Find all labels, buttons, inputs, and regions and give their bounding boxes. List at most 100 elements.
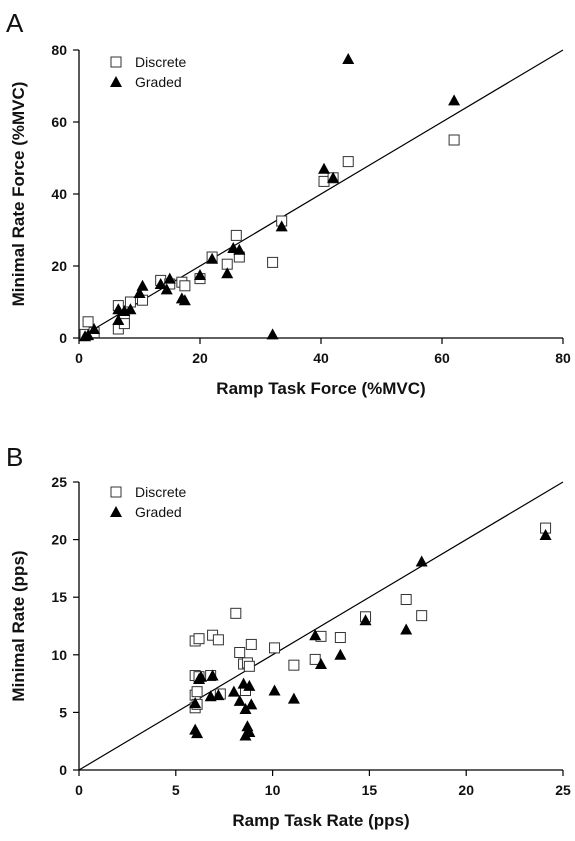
data-point-discrete <box>234 646 246 658</box>
data-point-discrete <box>193 633 205 645</box>
y-tick-label: 5 <box>59 704 67 720</box>
data-point-graded <box>136 279 149 291</box>
x-tick-label: 40 <box>313 350 329 366</box>
data-point-graded <box>112 314 125 325</box>
data-point-discrete <box>318 175 330 187</box>
data-point-graded <box>309 629 322 641</box>
data-point-graded <box>239 702 252 714</box>
data-point-discrete <box>191 686 203 698</box>
x-axis-title: Ramp Task Force (%MVC) <box>216 379 425 398</box>
y-tick-label: 15 <box>51 589 67 605</box>
data-point-discrete <box>230 229 242 241</box>
y-tick-label: 20 <box>51 532 67 548</box>
legend-label-graded: Graded <box>135 74 182 90</box>
legend-label-discrete: Discrete <box>135 54 187 70</box>
data-point-graded <box>178 294 191 306</box>
data-point-graded <box>124 303 137 315</box>
data-point-graded <box>221 267 234 279</box>
legend: Discrete Graded <box>110 54 187 90</box>
data-point-discrete <box>448 134 460 146</box>
data-point-graded <box>212 689 225 701</box>
data-point-graded <box>191 727 204 739</box>
data-point-graded <box>448 94 461 106</box>
data-point-discrete <box>267 256 279 268</box>
data-point-graded <box>194 269 206 280</box>
x-axis-title: Ramp Task Rate (pps) <box>232 811 409 830</box>
data-point-discrete <box>416 610 428 622</box>
y-tick-label: 25 <box>51 474 67 490</box>
data-point-graded <box>163 272 176 284</box>
data-point-graded <box>233 243 246 255</box>
data-point-graded <box>287 692 300 704</box>
data-point-discrete <box>288 659 300 671</box>
data-point-discrete <box>400 594 412 606</box>
y-tick-label: 60 <box>51 114 67 130</box>
panel-b: B 0 5 10 15 20 25 0 5 10 15 20 25 Ramp Task Rate (pps… <box>6 442 571 830</box>
series-discrete <box>79 134 460 340</box>
series-graded <box>189 528 552 741</box>
data-point-graded <box>133 287 146 298</box>
y-tick-label: 80 <box>51 42 67 58</box>
legend: Discrete Graded <box>110 484 187 520</box>
data-point-graded <box>359 614 372 626</box>
x-tick-label: 20 <box>192 350 208 366</box>
data-point-graded <box>243 725 256 737</box>
legend-marker-discrete <box>110 486 122 498</box>
data-point-discrete <box>212 634 224 646</box>
data-point-discrete <box>309 653 321 665</box>
data-point-discrete <box>269 642 281 654</box>
y-tick-label: 40 <box>51 186 67 202</box>
data-point-graded <box>154 278 167 289</box>
data-point-graded <box>233 694 246 706</box>
x-tick-label: 10 <box>265 782 281 798</box>
data-point-graded <box>206 669 219 681</box>
data-point-discrete <box>243 660 255 672</box>
data-point-graded <box>189 697 202 709</box>
data-point-graded <box>318 162 331 174</box>
identity-line <box>78 49 564 339</box>
x-tick-label: 20 <box>458 782 474 798</box>
y-tick-label: 20 <box>51 258 67 274</box>
panel-b-letter: B <box>6 442 23 472</box>
x-tick-label: 80 <box>555 350 571 366</box>
data-point-graded <box>415 555 428 567</box>
data-point-graded <box>266 328 279 340</box>
panel-a: A 0 20 40 60 80 0 20 40 60 80 Ramp Task Force (%MVC… <box>6 8 571 398</box>
identity-line <box>78 481 564 771</box>
data-point-graded <box>539 528 552 540</box>
legend-marker-graded <box>110 506 122 517</box>
data-point-discrete <box>230 607 242 619</box>
x-tick-label: 15 <box>362 782 378 798</box>
data-point-graded <box>327 171 340 183</box>
data-point-graded <box>315 658 327 670</box>
data-point-graded <box>227 685 240 697</box>
data-point-graded <box>268 684 281 696</box>
data-point-graded <box>206 252 219 264</box>
series-graded <box>79 53 461 342</box>
y-tick-label: 0 <box>59 330 67 346</box>
data-point-graded <box>88 323 101 334</box>
data-point-discrete <box>245 638 257 650</box>
y-tick-label: 10 <box>51 647 67 663</box>
data-point-graded <box>194 670 207 682</box>
x-tick-label: 60 <box>434 350 450 366</box>
data-point-discrete <box>342 156 354 168</box>
legend-label-discrete: Discrete <box>135 484 187 500</box>
data-point-discrete <box>82 316 94 328</box>
data-point-graded <box>245 698 258 710</box>
data-point-graded <box>275 220 288 232</box>
data-point-graded <box>342 53 355 64</box>
legend-marker-discrete <box>110 56 122 68</box>
panel-a-letter: A <box>6 8 24 38</box>
x-tick-label: 25 <box>555 782 571 798</box>
x-tick-label: 0 <box>75 782 83 798</box>
x-tick-label: 5 <box>172 782 180 798</box>
legend-label-graded: Graded <box>135 504 182 520</box>
y-axis-title: Minimal Rate (pps) <box>9 550 28 701</box>
data-point-discrete <box>334 632 346 644</box>
y-tick-label: 0 <box>59 762 67 778</box>
data-point-graded <box>160 283 173 295</box>
data-point-graded <box>243 679 256 691</box>
